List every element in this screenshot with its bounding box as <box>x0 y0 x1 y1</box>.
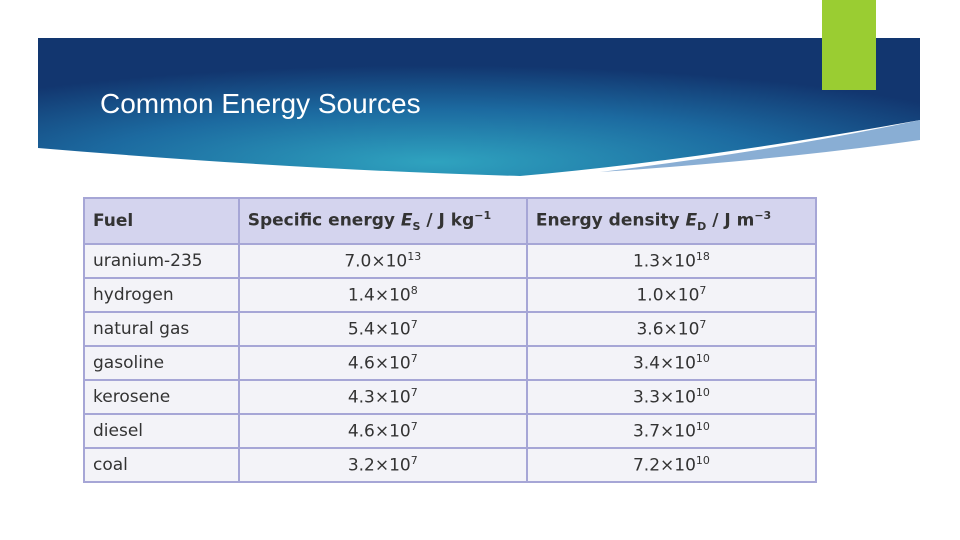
accent-bar <box>822 0 876 90</box>
banner-accent <box>600 120 920 172</box>
table-row: gasoline 4.6×107 3.4×1010 <box>83 345 818 381</box>
value-exponent: 7 <box>699 284 707 298</box>
fuel-cell: natural gas <box>83 311 240 347</box>
value-exponent: 10 <box>695 352 710 366</box>
value-cell: 7.0×1013 <box>237 243 528 279</box>
value-exponent: 7 <box>699 318 707 332</box>
value-cell: 1.3×1018 <box>525 243 818 279</box>
value-coefficient: 3.3×10 <box>632 387 696 408</box>
value-exponent: 7 <box>410 454 418 468</box>
value-exponent: 10 <box>695 420 710 434</box>
value-exponent: 7 <box>410 420 418 434</box>
value-coefficient: 1.3×10 <box>632 251 696 272</box>
value-exponent: 7 <box>410 386 418 400</box>
table-row: uranium-235 7.0×1013 1.3×1018 <box>83 243 818 279</box>
fuel-cell: uranium-235 <box>83 243 240 279</box>
header-text: Energy density <box>535 210 686 231</box>
value-cell: 1.0×107 <box>525 277 818 313</box>
table-row: kerosene 4.3×107 3.3×1010 <box>83 379 818 415</box>
header-superscript: −1 <box>474 208 492 222</box>
value-cell: 4.3×107 <box>237 379 528 415</box>
value-cell: 3.2×107 <box>237 447 528 483</box>
value-cell: 3.7×1010 <box>525 413 818 449</box>
header-subscript: D <box>697 220 707 234</box>
value-exponent: 10 <box>695 454 710 468</box>
value-coefficient: 4.6×10 <box>347 353 411 374</box>
header-text: Fuel <box>93 211 134 231</box>
header-cell: Fuel <box>83 197 240 245</box>
header-symbol: E <box>400 210 413 231</box>
value-cell: 4.6×107 <box>237 345 528 381</box>
value-exponent: 10 <box>695 386 710 400</box>
header-superscript: −3 <box>754 208 772 222</box>
slide-title: Common Energy Sources <box>100 88 421 119</box>
header-subscript: S <box>412 220 421 234</box>
value-coefficient: 1.0×10 <box>636 285 700 306</box>
header-unit: / J m <box>706 210 755 231</box>
header-cell: Energy density ED / J m−3 <box>525 197 818 245</box>
value-coefficient: 3.2×10 <box>347 455 411 476</box>
value-cell: 5.4×107 <box>237 311 528 347</box>
fuel-cell: hydrogen <box>83 277 240 313</box>
table-row: hydrogen 1.4×108 1.0×107 <box>83 277 818 313</box>
value-exponent: 7 <box>410 352 418 366</box>
value-coefficient: 4.3×10 <box>347 387 411 408</box>
fuel-cell: kerosene <box>83 379 240 415</box>
header-cell: Specific energy ES / J kg−1 <box>237 197 528 245</box>
value-exponent: 8 <box>410 284 418 298</box>
table-row: coal 3.2×107 7.2×1010 <box>83 447 818 483</box>
value-coefficient: 5.4×10 <box>347 319 411 340</box>
header-symbol: E <box>685 210 698 231</box>
fuel-cell: gasoline <box>83 345 240 381</box>
value-cell: 3.3×1010 <box>525 379 818 415</box>
value-coefficient: 7.2×10 <box>632 455 696 476</box>
banner-shape <box>38 38 920 176</box>
value-exponent: 13 <box>407 250 422 264</box>
table-row: diesel 4.6×107 3.7×1010 <box>83 413 818 449</box>
fuel-cell: coal <box>83 447 240 483</box>
value-coefficient: 3.7×10 <box>632 421 696 442</box>
value-cell: 1.4×108 <box>237 277 528 313</box>
value-cell: 7.2×1010 <box>525 447 818 483</box>
value-coefficient: 4.6×10 <box>347 421 411 442</box>
table-row: natural gas 5.4×107 3.6×107 <box>83 311 818 347</box>
header-row: Fuel Specific energy ES / J kg−1 Energy de… <box>83 197 818 245</box>
value-coefficient: 3.4×10 <box>632 353 696 374</box>
value-exponent: 18 <box>695 250 710 264</box>
energy-table: Fuel Specific energy ES / J kg−1 Energy de… <box>83 197 818 483</box>
header-unit: / J kg <box>420 210 475 231</box>
value-cell: 4.6×107 <box>237 413 528 449</box>
table-body: uranium-235 7.0×1013 1.3×1018 hydrogen 1.4×1… <box>83 243 818 483</box>
value-coefficient: 3.6×10 <box>636 319 700 340</box>
value-exponent: 7 <box>410 318 418 332</box>
value-coefficient: 7.0×10 <box>344 251 408 272</box>
header-text: Specific energy <box>247 210 401 231</box>
fuel-cell: diesel <box>83 413 240 449</box>
value-cell: 3.6×107 <box>525 311 818 347</box>
value-coefficient: 1.4×10 <box>347 285 411 306</box>
value-cell: 3.4×1010 <box>525 345 818 381</box>
